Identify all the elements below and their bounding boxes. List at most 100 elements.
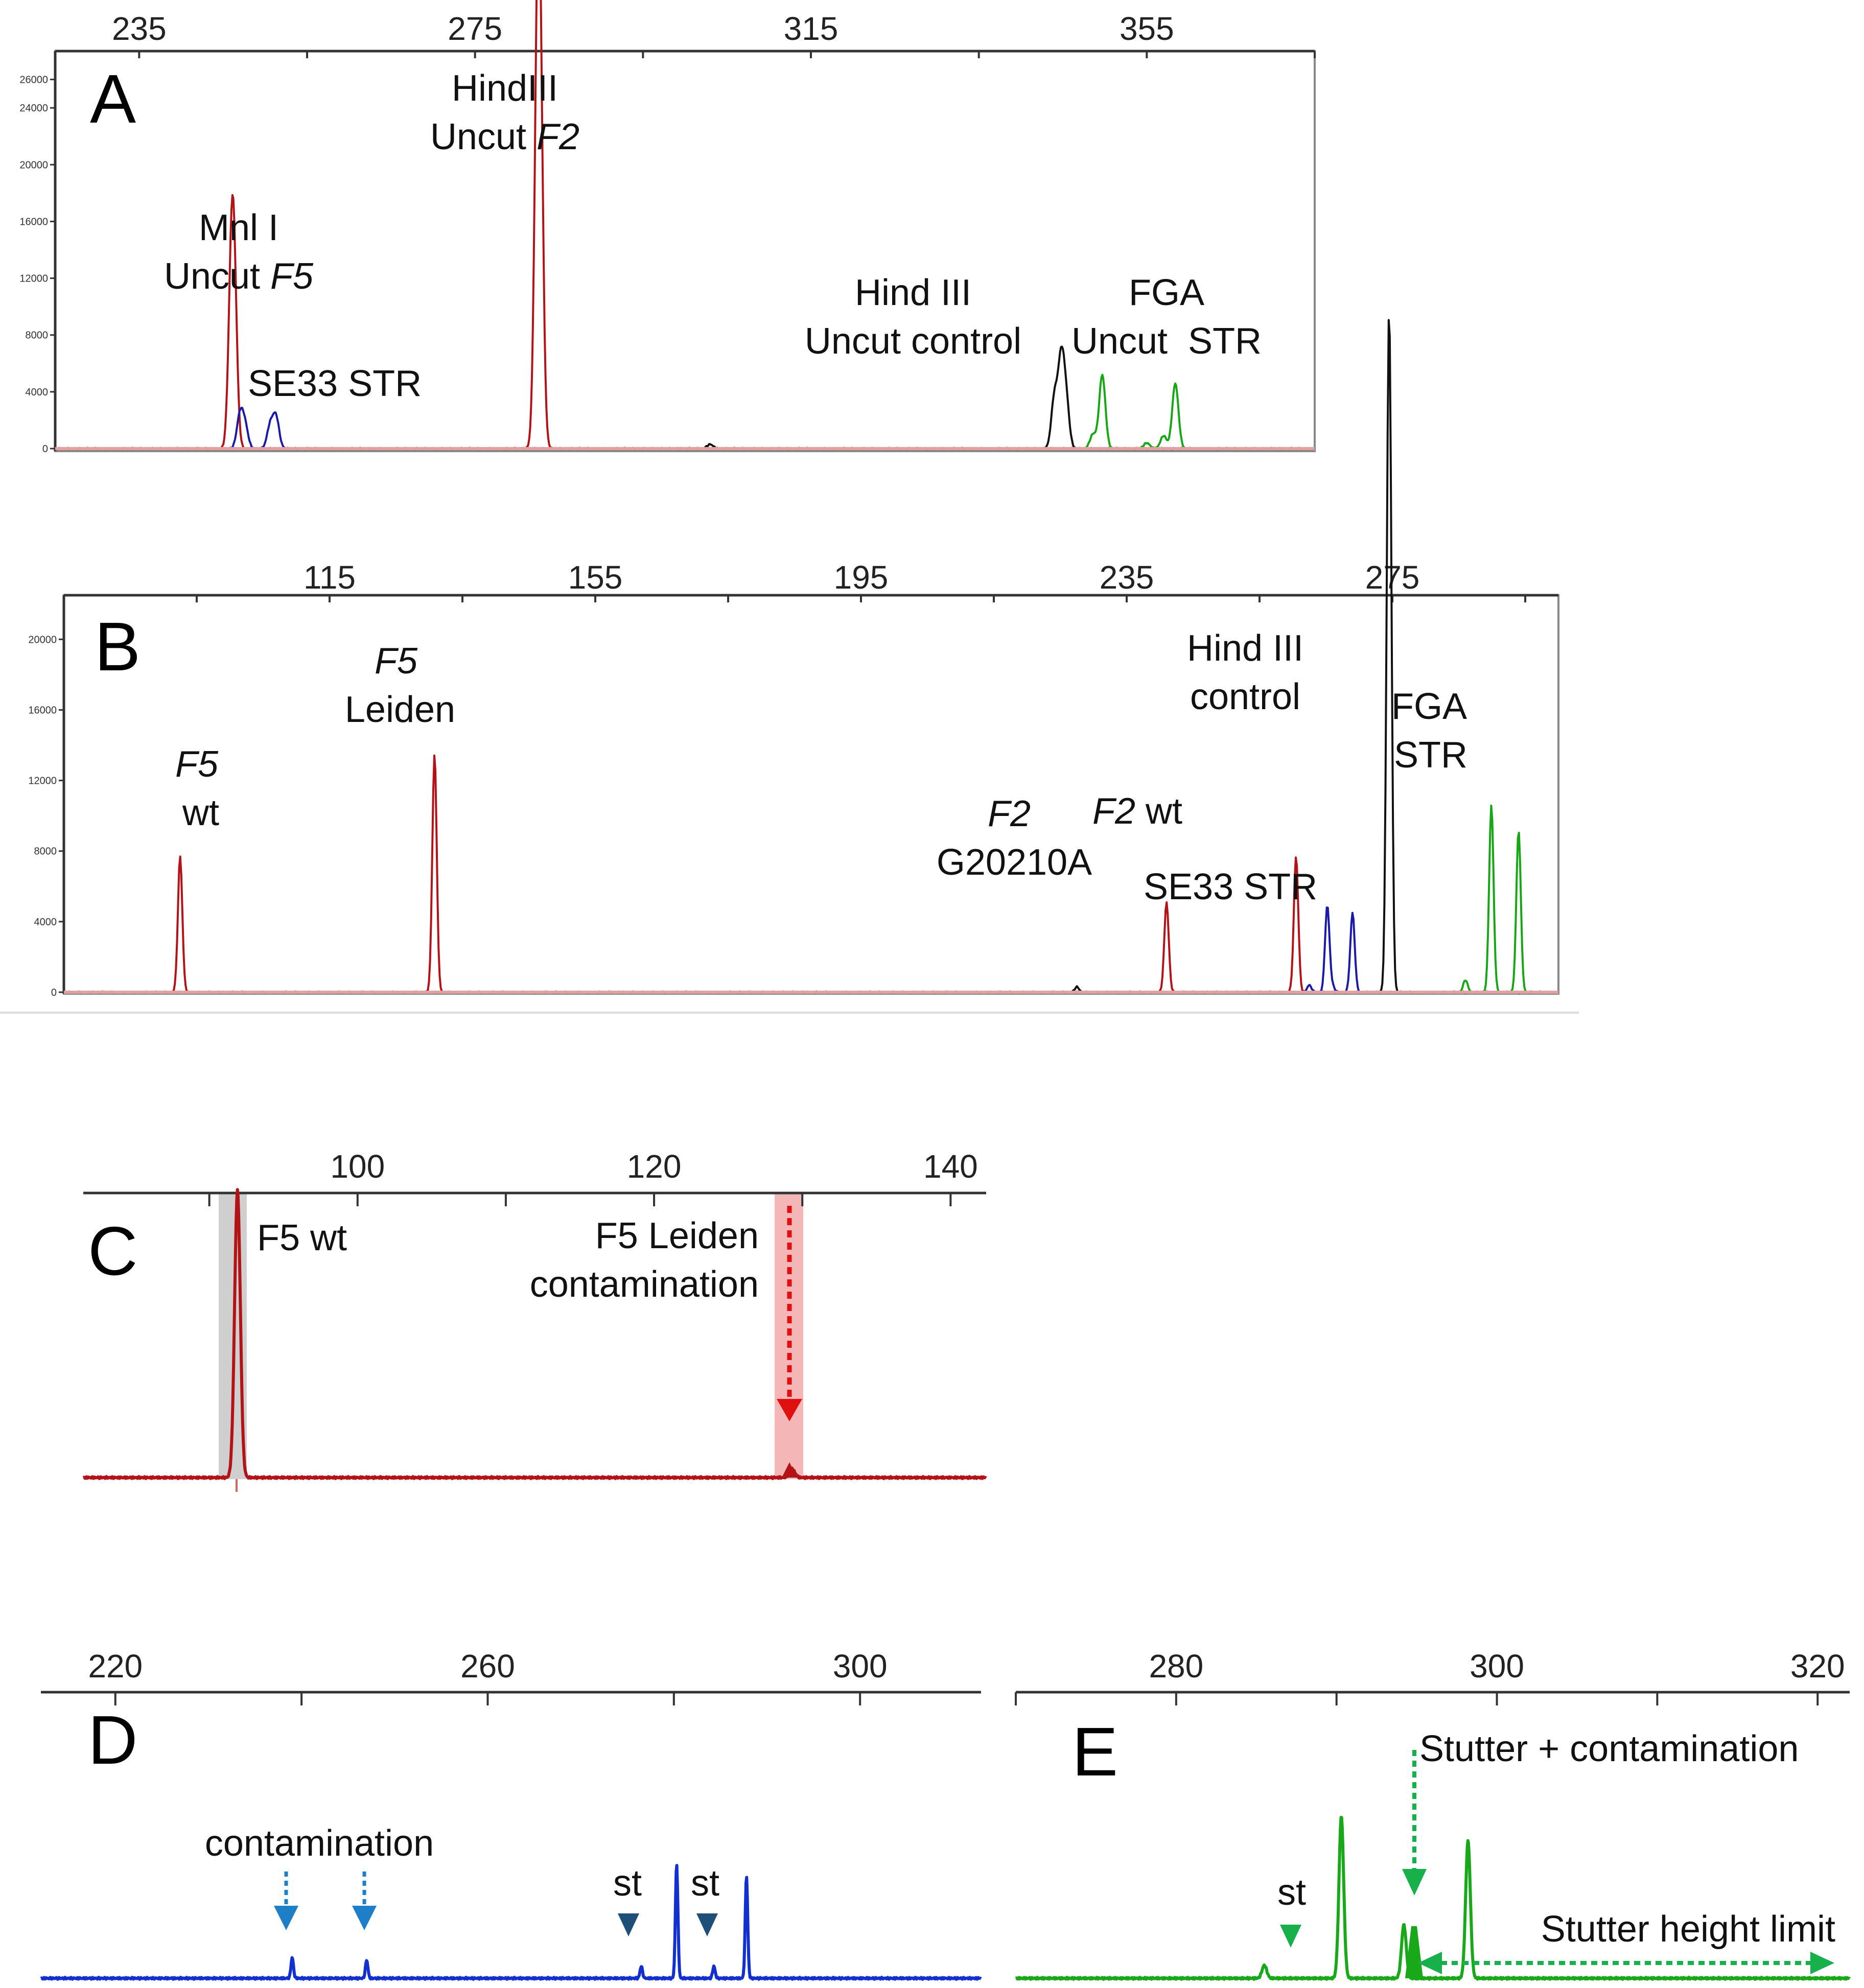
annotation-c-f5-wt: F5 wt (257, 1218, 347, 1258)
annotation-e-stutter-limit: Stutter height limit (1541, 1909, 1835, 1950)
y-tick-label: 0 (51, 987, 57, 998)
panel-c-red-arrow (777, 1206, 802, 1421)
panel-e: 280 300 320 E Stutter + contamination st S… (1015, 1648, 1851, 1981)
trace-green (1015, 1816, 1851, 1981)
annotation-c-contamination: contamination (530, 1264, 759, 1305)
annotation-f2-mut-1: F2 (988, 793, 1031, 834)
x-tick-label: 235 (112, 10, 167, 47)
x-tick-label: 300 (1470, 1648, 1524, 1685)
panel-a-letter: A (90, 60, 136, 137)
annotation-fga-b: FGA (1391, 686, 1467, 727)
annotation-hindiii-uncut: Hind III (855, 272, 971, 313)
panel-b-letter: B (95, 608, 141, 685)
panel-a-y-ticks: 0 4000 8000 12000 16000 20000 24000 26000 (19, 75, 55, 455)
panel-c-traces (82, 1188, 987, 1480)
y-tick-label: 12000 (28, 776, 57, 787)
x-tick-label: 195 (834, 559, 889, 596)
trace-green (63, 804, 1559, 994)
annotation-f5-leiden-1: F5 (375, 641, 418, 682)
x-tick-label: 355 (1120, 10, 1174, 47)
panel-d-traces (40, 1863, 982, 1981)
panel-d: 220 260 300 D contamination st st (40, 1648, 982, 1981)
annotation-uncut-str: Uncut STR (1071, 321, 1262, 362)
y-tick-label: 20000 (28, 634, 57, 645)
trace-blue (63, 906, 1559, 994)
annotation-fga-a: FGA (1129, 272, 1204, 313)
annotation-f5-wt-2: wt (182, 792, 219, 833)
trace-blue (40, 1864, 982, 1981)
y-tick-label: 16000 (19, 216, 48, 227)
panel-d-contamination-arrow-2 (352, 1872, 377, 1930)
annotation-f5-leiden-2: Leiden (345, 689, 455, 730)
panel-b-frame (63, 594, 1559, 995)
annotation-hindiii-b: Hind III (1187, 628, 1303, 669)
trace-black (55, 345, 1315, 451)
annotation-d-st-2: st (691, 1863, 719, 1904)
annotation-control-b: control (1190, 676, 1300, 717)
x-tick-label: 260 (460, 1648, 515, 1685)
panel-e-traces (1015, 1816, 1851, 1981)
annotation-mnli: Mnl I (199, 207, 278, 248)
panel-b-traces (63, 319, 1559, 994)
panel-a-frame (54, 50, 1316, 452)
x-tick-label: 140 (923, 1148, 978, 1185)
panel-c-x-ticks: 100 120 140 (208, 1148, 978, 1206)
panel-d-contamination-arrow-1 (274, 1872, 298, 1930)
y-tick-label: 20000 (19, 159, 48, 171)
annotation-f5-wt-1: F5 (175, 744, 219, 785)
x-tick-label: 300 (833, 1648, 888, 1685)
trace-black (63, 319, 1559, 994)
annotation-uncut-f5: Uncut F5 (164, 256, 314, 297)
x-tick-label: 320 (1790, 1648, 1845, 1685)
trace-blue (55, 407, 1315, 451)
panel-e-x-ticks: 280 300 320 (1015, 1648, 1845, 1705)
y-tick-label: 12000 (19, 273, 48, 285)
x-tick-label: 155 (568, 559, 623, 596)
x-tick-label: 315 (784, 10, 838, 47)
x-tick-label: 100 (330, 1148, 385, 1185)
y-tick-label: 4000 (34, 917, 57, 928)
annotation-hindiii-a: HindIII (452, 68, 558, 109)
panel-c: 100 120 140 C F5 wt F5 Leiden contaminatio… (82, 1148, 987, 1492)
annotation-f2-wt: F2 wt (1092, 791, 1182, 832)
trace-red (63, 754, 1559, 994)
panel-d-stutter-arrow-2 (696, 1913, 718, 1936)
annotation-e-stutter-contamination: Stutter + contamination (1419, 1728, 1799, 1769)
y-tick-label: 26000 (19, 75, 48, 86)
panel-c-highlight-leiden (775, 1193, 803, 1479)
panel-a-x-ticks: 235 275 315 355 (112, 10, 1316, 58)
x-tick-label: 280 (1149, 1648, 1203, 1685)
y-tick-label: 8000 (34, 846, 57, 857)
x-tick-label: 235 (1100, 559, 1154, 596)
panel-a-traces (55, 0, 1315, 451)
annotation-uncut-control: Uncut control (805, 321, 1021, 362)
y-tick-label: 0 (42, 443, 48, 455)
y-tick-label: 8000 (26, 330, 49, 341)
y-tick-label: 4000 (26, 387, 49, 398)
panel-d-letter: D (88, 1701, 138, 1779)
panel-c-letter: C (88, 1212, 138, 1290)
panel-b: 115 155 195 235 275 040008000120001600020000… (0, 319, 1579, 1014)
annotation-str-b: STR (1394, 735, 1467, 776)
panel-d-x-ticks: 220 260 300 (88, 1648, 888, 1705)
annotation-se33-str-a: SE33 STR (248, 363, 422, 404)
annotation-d-st-1: st (613, 1863, 642, 1904)
panel-e-letter: E (1072, 1713, 1118, 1790)
filled-leiden-peak (782, 1462, 797, 1478)
annotation-d-contamination: contamination (205, 1823, 434, 1864)
filled-contamination-peak (1405, 1926, 1423, 1978)
annotation-c-f5-leiden: F5 Leiden (595, 1215, 759, 1256)
x-tick-label: 115 (304, 559, 356, 596)
x-tick-label: 275 (448, 10, 502, 47)
panel-b-y-ticks: 0 4000 8000 12000 16000 20000 (28, 634, 64, 998)
y-tick-label: 16000 (28, 705, 57, 716)
panel-e-stutter-limit-arrow (1418, 1952, 1834, 1974)
trace-red (82, 1188, 987, 1480)
x-tick-label: 120 (627, 1148, 682, 1185)
annotation-f2-mut-2: G20210A (937, 842, 1092, 883)
annotation-e-st: st (1277, 1872, 1306, 1913)
panel-a: 235 275 315 355 0 4000 8000 12000 16000 20000 240… (19, 0, 1316, 455)
panel-e-stutter-contamination-arrow (1402, 1750, 1427, 1896)
panel-d-stutter-arrow-1 (618, 1913, 639, 1936)
